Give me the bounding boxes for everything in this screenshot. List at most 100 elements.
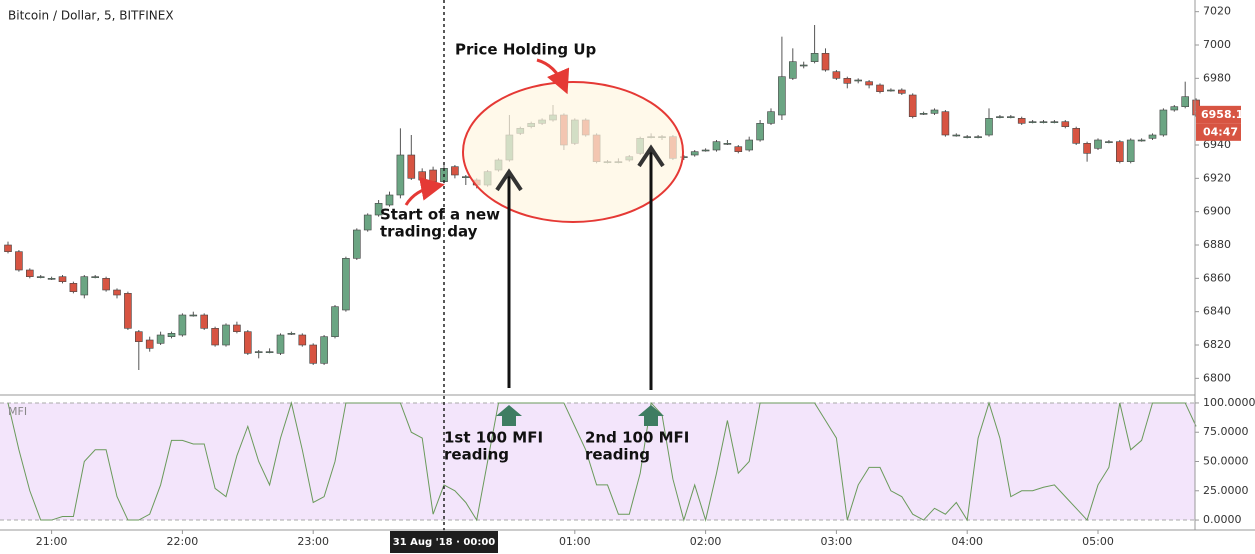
candle-body bbox=[1181, 96, 1189, 107]
candle-body bbox=[908, 94, 917, 117]
candle-body bbox=[200, 314, 208, 329]
candle-body bbox=[25, 269, 34, 277]
countdown-box bbox=[1196, 123, 1241, 141]
candle-body bbox=[1039, 121, 1048, 123]
x-tick-label: 22:00 bbox=[167, 535, 199, 548]
candle-body bbox=[47, 278, 56, 280]
candle-body bbox=[952, 134, 961, 137]
candle-body bbox=[418, 171, 427, 181]
candle-body bbox=[1137, 139, 1146, 142]
candle-body bbox=[4, 244, 12, 252]
candle-body bbox=[690, 151, 699, 156]
x-tick-label: 04:00 bbox=[951, 535, 983, 548]
candle-body bbox=[396, 154, 405, 196]
candle-body bbox=[756, 123, 764, 141]
candle-body bbox=[265, 351, 274, 353]
candle-body bbox=[996, 116, 1004, 118]
candle-body bbox=[1061, 121, 1070, 127]
candle-body bbox=[930, 109, 939, 114]
candle-body bbox=[222, 324, 230, 346]
candle-body bbox=[91, 276, 99, 278]
candle-body bbox=[135, 331, 143, 342]
y-tick-label: 6860 bbox=[1203, 271, 1231, 284]
annotation: reading bbox=[444, 446, 509, 464]
mfi-pane bbox=[0, 402, 1195, 521]
y-tick-label: 6900 bbox=[1203, 205, 1231, 218]
candle-body bbox=[843, 78, 852, 84]
candle-body bbox=[1050, 121, 1059, 123]
mfi-marker-arrow bbox=[638, 405, 664, 426]
candle-body bbox=[461, 176, 470, 178]
candle-body bbox=[298, 334, 307, 346]
candle-body bbox=[985, 118, 993, 136]
y-tick-label: 0.0000 bbox=[1203, 513, 1242, 526]
candle-body bbox=[1083, 143, 1091, 154]
candle-body bbox=[821, 53, 830, 71]
candle-body bbox=[113, 289, 121, 296]
candle-body bbox=[102, 278, 110, 291]
candle-body bbox=[778, 76, 786, 116]
candle-body bbox=[156, 334, 165, 344]
annotation: trading day bbox=[380, 223, 478, 241]
candle-body bbox=[145, 339, 154, 349]
candle-body bbox=[963, 136, 972, 138]
annotation: reading bbox=[585, 446, 650, 464]
candle-body bbox=[167, 333, 176, 337]
candle-body bbox=[342, 258, 350, 311]
red-arrow bbox=[404, 177, 445, 206]
candle-body bbox=[1072, 128, 1080, 144]
candle-body bbox=[374, 203, 383, 216]
y-tick-label: 6820 bbox=[1203, 338, 1231, 351]
y-tick-label: 6980 bbox=[1203, 71, 1231, 84]
mfi-line-group bbox=[7, 401, 1197, 522]
candle-body bbox=[723, 143, 732, 145]
y-tick-label: 6800 bbox=[1203, 371, 1231, 384]
candle-body bbox=[331, 306, 339, 337]
arrow-head bbox=[637, 144, 665, 168]
x-tick-label: 21:00 bbox=[36, 535, 68, 548]
mfi-marker-arrow bbox=[496, 405, 522, 426]
candle-body bbox=[320, 336, 328, 364]
candle-body bbox=[1170, 106, 1179, 111]
candle-body bbox=[385, 194, 394, 206]
candle-body bbox=[58, 276, 67, 282]
y-tick-label: 100.0000 bbox=[1203, 396, 1255, 409]
candle-body bbox=[1094, 139, 1102, 149]
arrow-head bbox=[495, 168, 523, 192]
candle-body bbox=[189, 314, 198, 317]
candle-body bbox=[712, 141, 721, 151]
candle-body bbox=[788, 61, 797, 79]
candle-body bbox=[865, 81, 873, 86]
candle-body bbox=[767, 111, 775, 124]
candle-body bbox=[941, 111, 950, 136]
candle-body bbox=[124, 293, 132, 329]
candle-body bbox=[974, 136, 982, 138]
y-tick-label: 6920 bbox=[1203, 171, 1231, 184]
candle-body bbox=[1159, 109, 1168, 136]
indicator-name: MFI bbox=[8, 405, 27, 418]
candle-body bbox=[701, 149, 710, 152]
candle-body bbox=[363, 214, 372, 231]
candle-body bbox=[69, 283, 78, 292]
candle-body bbox=[919, 113, 928, 115]
candle-body bbox=[887, 89, 895, 92]
x-tick-label: 31 Aug '18 · 00:00 bbox=[393, 537, 496, 548]
annotation: Price Holding Up bbox=[455, 41, 597, 59]
candle-body bbox=[451, 166, 459, 176]
y-tick-label: 6940 bbox=[1203, 138, 1231, 151]
y-tick-label: 75.0000 bbox=[1203, 425, 1249, 438]
x-tick-label: 23:00 bbox=[297, 535, 329, 548]
candle-body bbox=[352, 229, 361, 259]
mfi-band bbox=[0, 402, 1195, 521]
annotation: 1st 100 MFI bbox=[444, 429, 543, 447]
y-tick-label: 7000 bbox=[1203, 38, 1231, 51]
x-tick-highlight bbox=[390, 531, 498, 553]
candle-body bbox=[178, 314, 187, 336]
candle-body bbox=[276, 334, 285, 354]
candle-body bbox=[1116, 141, 1124, 162]
candle-body bbox=[1028, 121, 1037, 123]
candle-body bbox=[799, 64, 808, 67]
y-tick-label: 50.0000 bbox=[1203, 455, 1249, 468]
candle-body bbox=[745, 139, 754, 151]
